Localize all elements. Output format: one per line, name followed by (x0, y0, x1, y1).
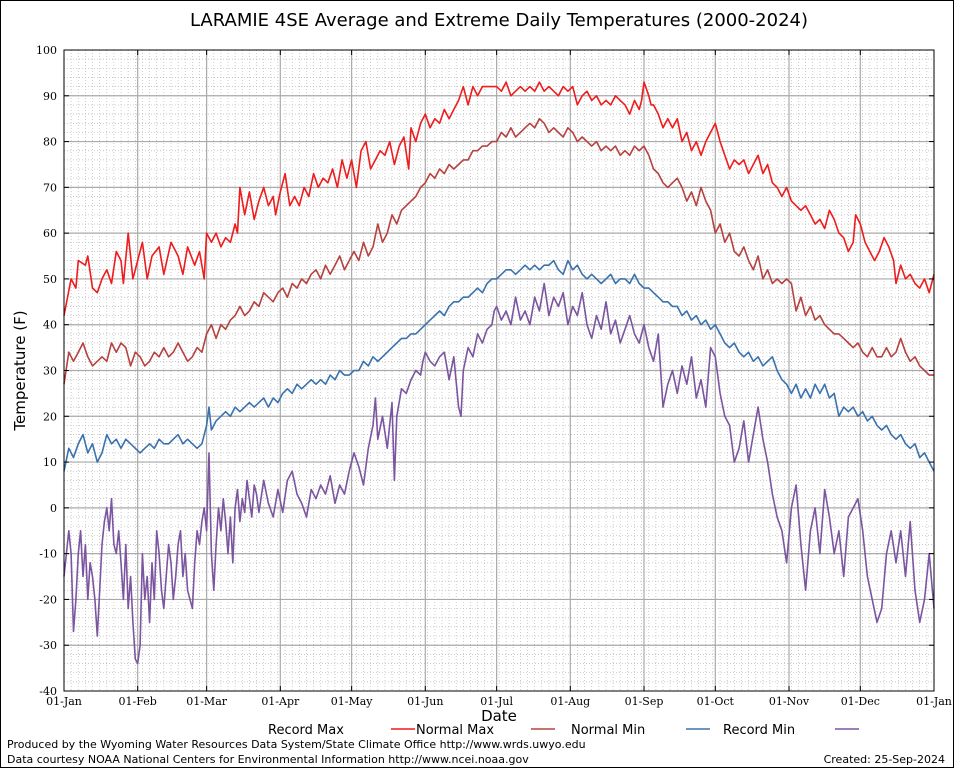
y-tick-label: -30 (39, 639, 57, 652)
y-axis-label: Temperature (F) (11, 310, 29, 431)
legend-label-normal-min: Normal Min (571, 723, 645, 738)
legend-label-record-max: Record Max (268, 723, 344, 738)
x-tick-label: 01-Dec (841, 695, 880, 708)
series-line-normal-min (63, 259, 935, 472)
y-tick-label: 80 (43, 136, 57, 149)
major-gridlines (64, 50, 934, 691)
x-tick-label: 01-May (331, 695, 374, 708)
x-tick-label: 01-Jan (916, 695, 952, 708)
y-tick-label: 50 (43, 273, 57, 286)
series-line-record-min (63, 282, 935, 665)
x-tick-label: 01-Nov (769, 695, 810, 708)
x-tick-label: 01-Sep (625, 695, 664, 708)
y-tick-label: -20 (39, 593, 57, 606)
x-tick-label: 01-Oct (697, 695, 735, 708)
legend-label-record-min: Record Min (723, 723, 795, 738)
series-lines (63, 81, 935, 665)
footer-data-courtesy: Data courtesy NOAA National Centers for … (7, 753, 529, 766)
series-line-normal-max (63, 117, 934, 385)
y-tick-label: 90 (43, 90, 57, 103)
x-tick-label: 01-Apr (261, 695, 300, 708)
minor-gridlines (64, 50, 934, 691)
footer-produced-by: Produced by the Wyoming Water Resources … (7, 738, 586, 751)
y-tick-label: 10 (43, 456, 57, 469)
y-tick-label: -40 (39, 685, 57, 698)
axis-ticks: -40 -30 -20 -10 0 10 20 30 40 50 60 70 80 90 100 01-Jan… (36, 44, 952, 708)
x-tick-label: 01-Jul (480, 695, 513, 708)
y-tick-label: 20 (43, 410, 57, 423)
x-tick-label: 01-Jan (46, 695, 82, 708)
x-tick-label: 01-Aug (550, 695, 590, 708)
y-tick-label: 0 (50, 502, 57, 515)
x-tick-label: 01-Jun (407, 695, 443, 708)
legend-label-normal-max: Normal Max (416, 723, 494, 738)
footer-created-date: Created: 25-Sep-2024 (823, 753, 945, 766)
legend: Record Max Normal Max Normal Min Record Min (268, 723, 859, 738)
x-axis-label: Date (481, 707, 517, 725)
y-tick-label: -10 (39, 548, 57, 561)
y-tick-label: 60 (43, 227, 57, 240)
x-tick-label: 01-Feb (119, 695, 157, 708)
y-tick-label: 100 (36, 44, 57, 57)
y-tick-label: 30 (43, 365, 57, 378)
chart-title: LARAMIE 4SE Average and Extreme Daily Te… (190, 10, 808, 31)
y-tick-label: 70 (43, 181, 57, 194)
series-line-record-max (63, 81, 935, 316)
x-tick-label: 01-Mar (186, 695, 228, 708)
y-tick-label: 40 (43, 319, 57, 332)
